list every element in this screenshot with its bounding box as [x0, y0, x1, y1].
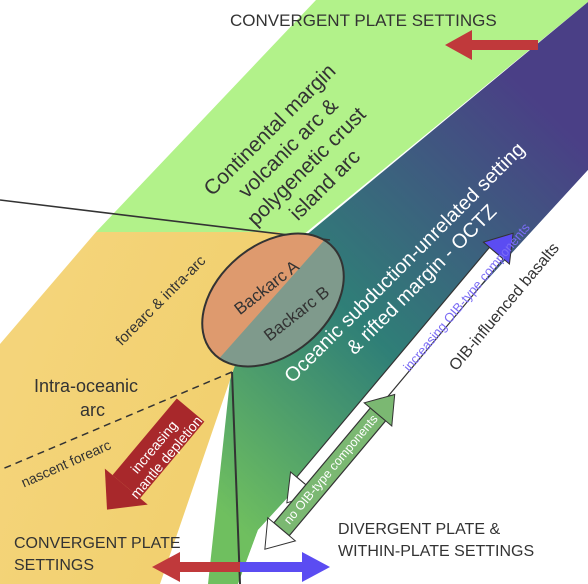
bottom-right-line-1: DIVERGENT PLATE & — [338, 521, 500, 538]
intra-oceanic-label: Intra-oceanic arc — [34, 376, 138, 420]
bottom-left-line-1: CONVERGENT PLATE — [14, 535, 181, 552]
top-title: CONVERGENT PLATE SETTINGS — [230, 11, 497, 30]
intra-oceanic-line-2: arc — [80, 400, 105, 420]
intra-oceanic-line-1: Intra-oceanic — [34, 376, 138, 396]
bottom-blue-arrow — [240, 552, 330, 582]
boundary-line-lower — [0, 371, 233, 471]
continental-margin-field — [96, 0, 588, 262]
bottom-left-line-2: SETTINGS — [14, 557, 94, 574]
boundary-line-upper — [0, 199, 331, 241]
oceanic-field — [208, 2, 588, 584]
bottom-right-line-2: WITHIN-PLATE SETTINGS — [338, 543, 534, 560]
no-oib-arrow — [264, 393, 396, 550]
backarc-outline — [201, 232, 345, 368]
bottom-red-arrow — [152, 552, 240, 582]
bottom-left-title: CONVERGENT PLATE SETTINGS — [14, 535, 181, 574]
mantle-depletion-arrow — [104, 398, 205, 510]
boundary-line-vertical — [231, 371, 241, 584]
top-left-red-arrow — [445, 30, 538, 60]
bottom-right-title: DIVERGENT PLATE & WITHIN-PLATE SETTINGS — [338, 521, 534, 560]
